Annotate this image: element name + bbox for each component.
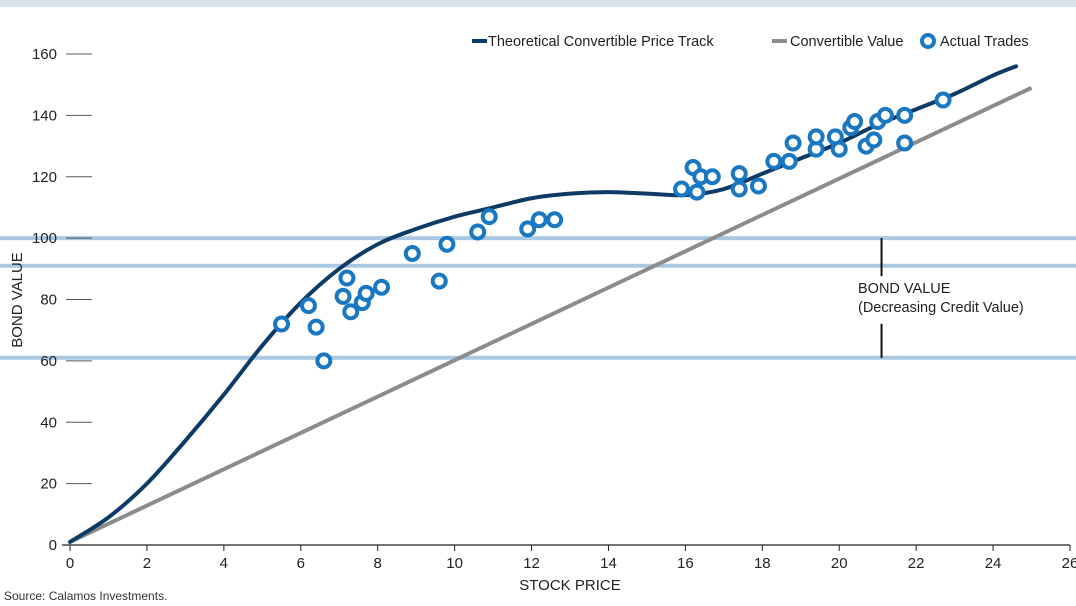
y-axis-title: BOND VALUE — [9, 252, 26, 348]
x-tick-label: 20 — [831, 555, 848, 572]
actual-trade-point — [865, 131, 883, 149]
actual-trade-point — [342, 303, 360, 321]
actual-trade-point — [896, 106, 914, 124]
reference-lines — [0, 236, 1076, 360]
y-tick-label: 40 — [40, 414, 57, 431]
actual-trade-point — [357, 284, 375, 302]
actual-trade-point — [784, 134, 802, 152]
x-tick-label: 22 — [908, 555, 925, 572]
source-note: Source: Calamos Investments. — [4, 589, 168, 603]
annotation: BOND VALUE (Decreasing Credit Value) — [858, 238, 1024, 358]
legend-swatch-trades — [920, 33, 936, 49]
x-tick-label: 16 — [677, 555, 694, 572]
x-tick-label: 2 — [143, 555, 151, 572]
actual-trade-point — [373, 278, 391, 296]
actual-trade-point — [315, 352, 333, 370]
legend: Theoretical Convertible Price Track Conv… — [472, 33, 1029, 50]
actual-trade-point — [807, 128, 825, 146]
y-tick-label: 120 — [32, 169, 57, 186]
actual-trade-point — [430, 272, 448, 290]
x-tick-label: 24 — [985, 555, 1002, 572]
actual-trade-point — [438, 235, 456, 253]
actual-trade-point — [780, 152, 798, 170]
actual-trade-point — [876, 106, 894, 124]
y-tick-label: 100 — [32, 230, 57, 247]
x-tick-label: 6 — [297, 555, 305, 572]
x-tick-label: 18 — [754, 555, 771, 572]
actual-trade-point — [730, 180, 748, 198]
x-tick-label: 14 — [600, 555, 617, 572]
legend-label-convertible: Convertible Value — [790, 34, 903, 50]
actual-trade-point — [846, 113, 864, 131]
actual-trade-point — [480, 208, 498, 226]
y-tick-label: 0 — [49, 537, 57, 554]
x-tick-label: 10 — [446, 555, 463, 572]
y-tick-label: 60 — [40, 353, 57, 370]
actual-trade-point — [896, 134, 914, 152]
annotation-line-2: (Decreasing Credit Value) — [858, 300, 1024, 316]
actual-trade-point — [546, 211, 564, 229]
y-tick-label: 160 — [32, 46, 57, 63]
y-tick-label: 20 — [40, 476, 57, 493]
actual-trade-point — [730, 165, 748, 183]
series-layer — [68, 64, 1033, 544]
actual-trade-point — [934, 91, 952, 109]
actual-trade-point — [307, 318, 325, 336]
x-axis-title: STOCK PRICE — [519, 577, 620, 594]
actual-trade-point — [530, 211, 548, 229]
axes: 0 2 4 6 8 10 12 14 16 18 20 22 24 2602040608010012014… — [32, 46, 1076, 572]
legend-label-trades: Actual Trades — [940, 34, 1029, 50]
actual-trade-point — [765, 152, 783, 170]
actual-trade-point — [749, 177, 767, 195]
actual-trade-point — [469, 223, 487, 241]
legend-label-theoretical: Theoretical Convertible Price Track — [488, 34, 714, 50]
actual-trade-point — [338, 269, 356, 287]
x-tick-label: 26 — [1062, 555, 1076, 572]
y-tick-label: 80 — [40, 292, 57, 309]
top-rule — [0, 0, 1076, 7]
actual-trade-point — [273, 315, 291, 333]
x-tick-label: 8 — [374, 555, 382, 572]
actual-trade-point — [673, 180, 691, 198]
x-tick-label: 12 — [523, 555, 540, 572]
actual-trade-point — [830, 140, 848, 158]
actual-trade-point — [403, 244, 421, 262]
convertible-value-line — [69, 85, 1033, 544]
actual-trade-point — [703, 168, 721, 186]
actual-trade-point — [519, 220, 537, 238]
actual-trade-point — [688, 183, 706, 201]
annotation-line-1: BOND VALUE — [858, 281, 951, 297]
x-tick-label: 4 — [220, 555, 228, 572]
actual-trade-point — [334, 287, 352, 305]
y-tick-label: 140 — [32, 107, 57, 124]
actual-trade-point — [299, 297, 317, 315]
x-tick-label: 0 — [66, 555, 74, 572]
